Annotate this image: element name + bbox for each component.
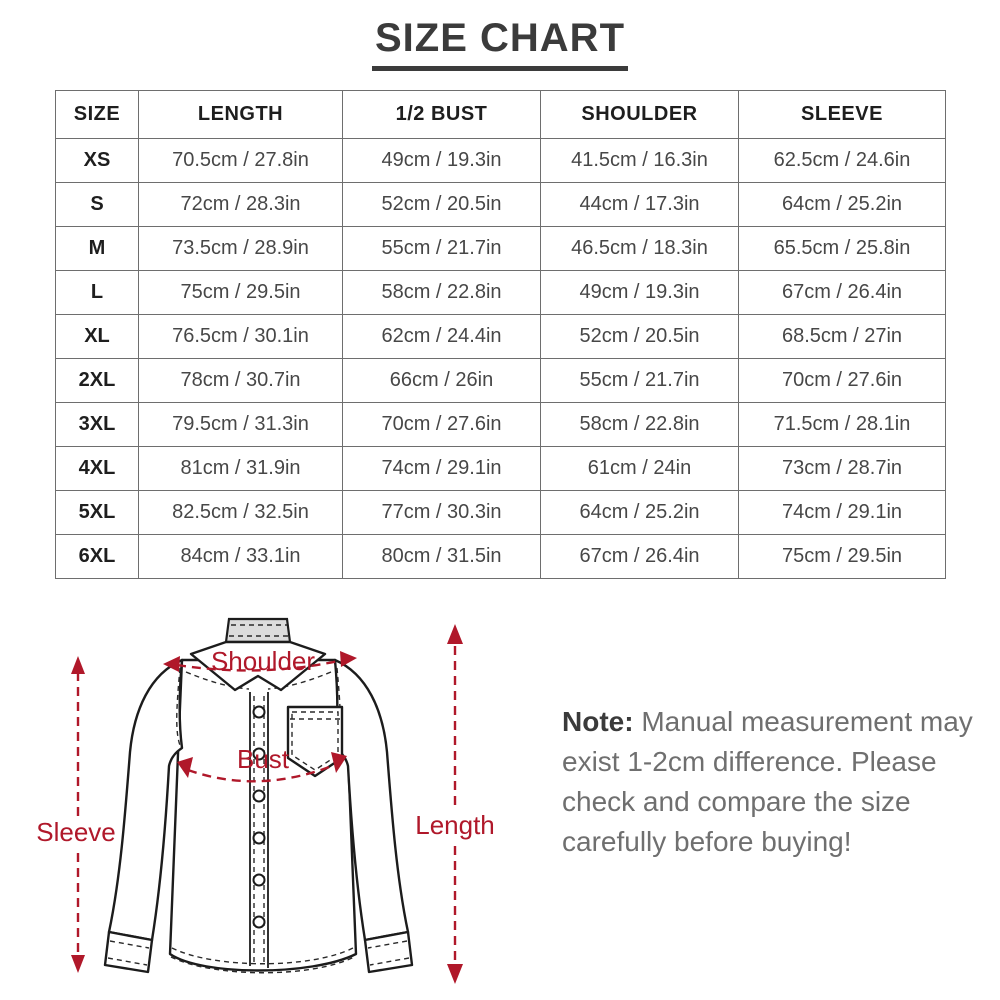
size-label-cell: 3XL — [55, 402, 139, 447]
measurement-cell: 74cm / 29.1in — [342, 446, 541, 491]
measurement-cell: 81cm / 31.9in — [138, 446, 343, 491]
table-row: M 73.5cm / 28.9in 55cm / 21.7in 46.5cm /… — [55, 226, 946, 271]
table-row: XL 76.5cm / 30.1in 62cm / 24.4in 52cm / … — [55, 314, 946, 359]
measurement-cell: 58cm / 22.8in — [342, 270, 541, 315]
measurement-cell: 73.5cm / 28.9in — [138, 226, 343, 271]
shoulder-measure: Shoulder — [163, 646, 357, 676]
measurement-cell: 67cm / 26.4in — [540, 534, 739, 579]
measurement-cell: 70cm / 27.6in — [342, 402, 541, 447]
note-text: Manual measurement may — [641, 706, 973, 737]
table-header-row: SIZE LENGTH 1/2 BUST SHOULDER SLEEVE — [55, 90, 946, 139]
measurement-cell: 41.5cm / 16.3in — [540, 138, 739, 183]
table-row: XS 70.5cm / 27.8in 49cm / 19.3in 41.5cm … — [55, 138, 946, 183]
measurement-cell: 70.5cm / 27.8in — [138, 138, 343, 183]
size-label-cell: M — [55, 226, 139, 271]
measurement-cell: 55cm / 21.7in — [342, 226, 541, 271]
measurement-cell: 52cm / 20.5in — [540, 314, 739, 359]
size-label-cell: XS — [55, 138, 139, 183]
shirt-measurement-diagram: Shoulder Bust Sleeve Length — [36, 617, 495, 984]
measurement-cell: 49cm / 19.3in — [342, 138, 541, 183]
measurement-cell: 84cm / 33.1in — [138, 534, 343, 579]
table-row: 3XL 79.5cm / 31.3in 70cm / 27.6in 58cm /… — [55, 402, 946, 447]
measurement-cell: 80cm / 31.5in — [342, 534, 541, 579]
table-row: 4XL 81cm / 31.9in 74cm / 29.1in 61cm / 2… — [55, 446, 946, 491]
note-line: Note: Manual measurement may — [562, 702, 982, 742]
size-label-cell: L — [55, 270, 139, 315]
measurement-cell: 62cm / 24.4in — [342, 314, 541, 359]
header-length: LENGTH — [138, 90, 343, 139]
size-label-cell: 5XL — [55, 490, 139, 535]
table-row: 5XL 82.5cm / 32.5in 77cm / 30.3in 64cm /… — [55, 490, 946, 535]
measurement-cell: 68.5cm / 27in — [738, 314, 946, 359]
size-label-cell: XL — [55, 314, 139, 359]
measurement-cell: 78cm / 30.7in — [138, 358, 343, 403]
measurement-cell: 58cm / 22.8in — [540, 402, 739, 447]
table-row: 2XL 78cm / 30.7in 66cm / 26in 55cm / 21.… — [55, 358, 946, 403]
page-header: SIZE CHART — [0, 16, 1000, 71]
size-chart-table: SIZE LENGTH 1/2 BUST SHOULDER SLEEVE XS … — [55, 90, 946, 579]
sleeve-label: Sleeve — [36, 817, 116, 847]
header-half-bust: 1/2 BUST — [342, 90, 541, 139]
note-line: carefully before buying! — [562, 826, 852, 857]
measurement-note: Note: Manual measurement may exist 1-2cm… — [562, 702, 982, 862]
note-prefix: Note: — [562, 706, 634, 737]
measurement-cell: 65.5cm / 25.8in — [738, 226, 946, 271]
note-line: exist 1-2cm difference. Please — [562, 746, 937, 777]
length-measure: Length — [415, 624, 495, 984]
shoulder-label: Shoulder — [211, 646, 315, 676]
measurement-cell: 66cm / 26in — [342, 358, 541, 403]
size-label-cell: S — [55, 182, 139, 227]
length-label: Length — [415, 810, 495, 840]
measurement-cell: 76.5cm / 30.1in — [138, 314, 343, 359]
header-shoulder: SHOULDER — [540, 90, 739, 139]
header-sleeve: SLEEVE — [738, 90, 946, 139]
page-title: SIZE CHART — [372, 16, 628, 71]
measurement-cell: 77cm / 30.3in — [342, 490, 541, 535]
header-size: SIZE — [55, 90, 139, 139]
size-label-cell: 2XL — [55, 358, 139, 403]
measurement-cell: 62.5cm / 24.6in — [738, 138, 946, 183]
sleeve-measure: Sleeve — [36, 656, 116, 973]
measurement-cell: 73cm / 28.7in — [738, 446, 946, 491]
measurement-cell: 55cm / 21.7in — [540, 358, 739, 403]
measurement-cell: 70cm / 27.6in — [738, 358, 946, 403]
measurement-cell: 64cm / 25.2in — [540, 490, 739, 535]
measurement-cell: 71.5cm / 28.1in — [738, 402, 946, 447]
measurement-cell: 46.5cm / 18.3in — [540, 226, 739, 271]
measurement-cell: 49cm / 19.3in — [540, 270, 739, 315]
measurement-cell: 79.5cm / 31.3in — [138, 402, 343, 447]
measurement-cell: 52cm / 20.5in — [342, 182, 541, 227]
bust-measure: Bust — [177, 744, 347, 783]
measurement-cell: 82.5cm / 32.5in — [138, 490, 343, 535]
size-label-cell: 4XL — [55, 446, 139, 491]
measurement-cell: 67cm / 26.4in — [738, 270, 946, 315]
table-row: 6XL 84cm / 33.1in 80cm / 31.5in 67cm / 2… — [55, 534, 946, 579]
measurement-cell: 64cm / 25.2in — [738, 182, 946, 227]
note-line: check and compare the size — [562, 786, 911, 817]
measurement-cell: 74cm / 29.1in — [738, 490, 946, 535]
bust-label: Bust — [237, 744, 290, 774]
size-label-cell: 6XL — [55, 534, 139, 579]
measurement-cell: 72cm / 28.3in — [138, 182, 343, 227]
measurement-cell: 44cm / 17.3in — [540, 182, 739, 227]
table-row: L 75cm / 29.5in 58cm / 22.8in 49cm / 19.… — [55, 270, 946, 315]
table-row: S 72cm / 28.3in 52cm / 20.5in 44cm / 17.… — [55, 182, 946, 227]
shirt-illustration — [103, 617, 414, 974]
measurement-cell: 61cm / 24in — [540, 446, 739, 491]
measurement-cell: 75cm / 29.5in — [138, 270, 343, 315]
measurement-cell: 75cm / 29.5in — [738, 534, 946, 579]
